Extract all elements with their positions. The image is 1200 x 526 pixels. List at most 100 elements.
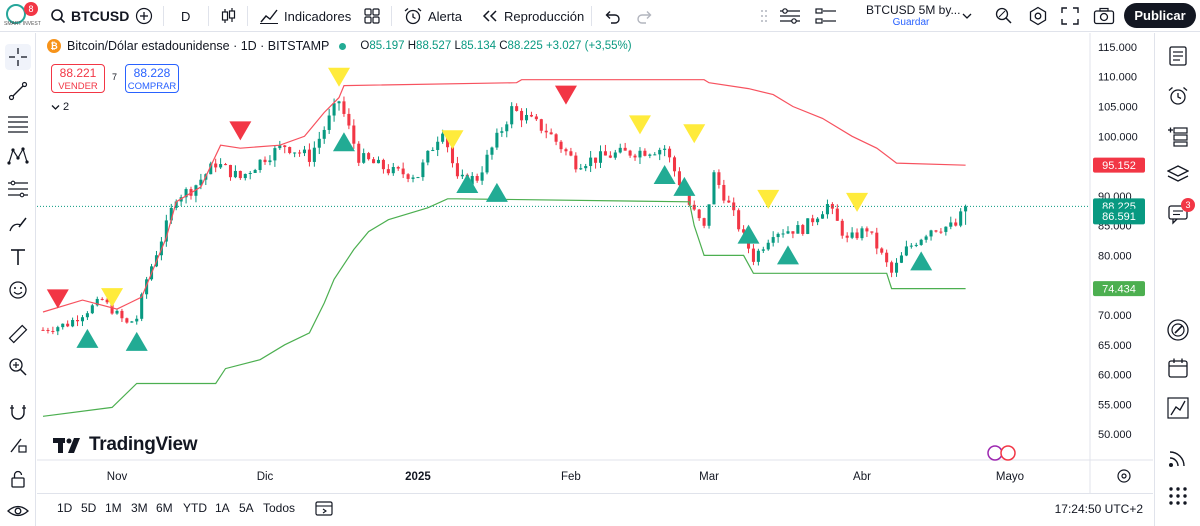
fib-tool[interactable] [5,111,31,137]
open-value: 85.197 [369,40,405,52]
watchlist-button[interactable] [1165,43,1191,69]
chat-button[interactable] [1165,201,1191,227]
layout-name-button[interactable]: BTCUSD 5M by... Guardar [866,3,966,28]
price-tick-label: 65.000 [1098,340,1132,352]
range-1a-button[interactable]: 1A [215,501,230,515]
replay-button[interactable]: Reproducción [481,0,584,32]
goto-date-button[interactable] [315,499,333,520]
streams-button[interactable] [1165,445,1191,471]
candle-body [776,233,780,238]
chart-pane[interactable]: 115.000110.000105.000100.00095.00090.000… [37,33,1153,493]
candle-body [791,231,795,234]
candle-body [594,157,598,163]
alerts-panel-button[interactable] [1165,83,1191,109]
drag-handle[interactable] [760,0,768,32]
alert-button[interactable]: Alerta [403,0,462,32]
screenshot-button[interactable] [1093,0,1115,32]
candle-body [268,160,272,163]
range-1m-button[interactable]: 1M [105,501,122,515]
candle-body [347,113,351,126]
broadcast-icon [1169,451,1185,467]
sliders-icon [780,8,800,24]
measure-tool[interactable] [5,321,31,347]
indicators-button[interactable]: Indicadores [259,0,351,32]
range-all-button[interactable]: Todos [263,501,296,515]
calendar-button[interactable] [1165,355,1191,381]
candle-body [855,232,859,239]
emoji-tool[interactable] [5,277,31,303]
buy-signal-triangle [737,224,760,244]
publish-button[interactable]: Publicar [1124,3,1196,28]
text-tool[interactable] [5,244,31,270]
layout-name: BTCUSD 5M by... [866,3,961,17]
range-6m-button[interactable]: 6M [156,501,173,515]
candle-body [544,130,548,133]
buy-button[interactable]: 88.228 COMPRAR [125,64,179,93]
brush-tool[interactable] [5,211,31,237]
candle-body [352,125,356,144]
low-value: 85.134 [460,40,497,52]
pattern-tool[interactable] [5,143,31,169]
pine-editor-button[interactable] [1165,395,1191,421]
candle-body [302,149,307,154]
object-tree-button[interactable] [815,0,837,32]
candle-body [909,245,913,247]
buy-signal-triangle [125,331,148,351]
candle-body [41,329,45,331]
candle-body [796,225,800,234]
candle-body [579,168,583,170]
hide-drawings-tool[interactable] [5,498,31,524]
buy-signal-triangle [76,328,99,348]
chat-icon [1168,205,1188,225]
lock-tool[interactable] [5,466,31,492]
candle-body [243,173,247,179]
settings-button[interactable] [1028,0,1048,32]
forecast-tool[interactable] [5,176,31,202]
ideas-button[interactable] [1165,317,1191,343]
candle-body [924,236,928,240]
redo-button[interactable] [636,0,654,32]
range-5a-button[interactable]: 5A [239,501,254,515]
price-chart[interactable]: 115.000110.000105.000100.00095.00090.000… [37,33,1153,493]
symbol-search-button[interactable]: BTCUSD [50,0,129,32]
trend-line-tool[interactable] [5,78,31,104]
templates-button[interactable] [363,0,381,32]
price-tick-label: 105.000 [1098,101,1138,113]
object-tree-panel-button[interactable] [1165,123,1191,149]
candle-body [702,218,706,226]
price-axis-label: 86.591 [1093,208,1145,224]
candle-body [899,255,903,263]
chart-type-button[interactable] [219,0,237,32]
range-3m-button[interactable]: 3M [131,501,148,515]
compare-symbol-button[interactable] [135,0,153,32]
candle-body [687,193,691,205]
ohlc-values: O85.197 H88.527 L85.134 C88.225 +3.027 (… [360,40,632,52]
user-avatar[interactable]: SMART INVEST 8 [4,2,41,30]
candle-body [421,162,425,178]
range-5d-button[interactable]: 5D [81,501,97,515]
layout-settings-button[interactable] [779,0,801,32]
candle-body [766,242,770,250]
zoom-in-tool[interactable] [5,354,31,380]
candle-body [885,252,889,263]
magnet-tool[interactable] [5,399,31,425]
stay-drawing-tool[interactable] [5,432,31,458]
fullscreen-button[interactable] [1061,0,1079,32]
interval-button[interactable]: D [181,0,190,32]
indicators-label: Indicadores [284,8,352,24]
candle-body [426,150,430,163]
candle-body [184,189,188,198]
indicators-toggle[interactable]: 2 [51,101,69,113]
timezone-clock[interactable]: 17:24:50 UTC+2 [1054,502,1143,516]
sell-button[interactable]: 88.221 VENDER [51,64,105,93]
candle-body [919,239,923,245]
help-button[interactable] [1165,483,1191,509]
undo-button[interactable] [603,0,621,32]
range-ytd-button[interactable]: YTD [183,501,207,515]
layers-button[interactable] [1165,161,1191,187]
range-1d-button[interactable]: 1D [57,501,73,515]
layout-menu-button[interactable] [962,0,972,32]
crosshair-tool[interactable] [5,44,31,70]
quick-search-button[interactable] [994,0,1014,32]
candle-body [672,157,677,172]
